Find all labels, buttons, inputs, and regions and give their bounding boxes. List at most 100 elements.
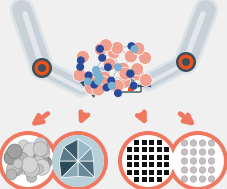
Circle shape [76, 57, 84, 64]
Circle shape [98, 54, 106, 62]
Circle shape [198, 167, 205, 173]
Bar [149, 162, 154, 167]
Circle shape [40, 148, 50, 158]
Circle shape [190, 167, 196, 173]
Circle shape [29, 155, 39, 165]
Circle shape [126, 70, 133, 77]
Circle shape [167, 131, 227, 189]
Circle shape [126, 70, 134, 78]
Circle shape [107, 77, 115, 85]
Circle shape [36, 141, 49, 154]
Circle shape [33, 142, 47, 156]
Circle shape [121, 135, 173, 187]
Bar [141, 155, 146, 160]
Circle shape [34, 60, 49, 75]
Circle shape [127, 42, 135, 50]
Bar [126, 162, 131, 167]
Circle shape [130, 63, 143, 76]
Circle shape [34, 138, 47, 151]
Circle shape [4, 148, 20, 164]
Polygon shape [78, 139, 91, 161]
Circle shape [180, 149, 187, 155]
Circle shape [107, 82, 115, 90]
Bar [163, 170, 168, 175]
Circle shape [116, 62, 129, 75]
Circle shape [34, 164, 43, 174]
Circle shape [7, 162, 20, 175]
Circle shape [171, 135, 223, 187]
Circle shape [20, 163, 32, 175]
Circle shape [93, 70, 101, 78]
Circle shape [180, 176, 187, 182]
Circle shape [17, 154, 29, 166]
Bar [156, 140, 161, 145]
Circle shape [10, 163, 22, 176]
Circle shape [2, 135, 54, 187]
Circle shape [180, 140, 187, 146]
Circle shape [175, 52, 195, 72]
Bar [126, 170, 131, 175]
Bar [156, 162, 161, 167]
Circle shape [73, 69, 86, 82]
Circle shape [13, 152, 29, 167]
Bar [141, 162, 146, 167]
Circle shape [9, 151, 26, 168]
Circle shape [190, 149, 196, 155]
Circle shape [103, 58, 116, 71]
Circle shape [19, 148, 33, 163]
Bar [149, 177, 154, 182]
Circle shape [90, 81, 98, 89]
Bar [134, 140, 139, 145]
Circle shape [114, 63, 121, 71]
Circle shape [6, 169, 17, 180]
Circle shape [23, 161, 39, 177]
Polygon shape [78, 161, 94, 177]
Bar [134, 147, 139, 152]
Circle shape [180, 167, 187, 173]
Bar [134, 162, 139, 167]
Circle shape [36, 144, 49, 156]
Circle shape [111, 79, 123, 92]
Bar [156, 155, 161, 160]
Circle shape [12, 154, 27, 168]
Bar [134, 177, 139, 182]
Circle shape [102, 84, 110, 91]
Circle shape [7, 144, 22, 159]
Circle shape [4, 152, 17, 164]
Circle shape [84, 81, 97, 94]
Circle shape [131, 68, 144, 81]
Polygon shape [137, 84, 139, 88]
Circle shape [76, 63, 84, 71]
Bar [163, 147, 168, 152]
Circle shape [31, 147, 44, 161]
Circle shape [27, 156, 39, 168]
Circle shape [190, 140, 196, 146]
Circle shape [94, 43, 107, 56]
Bar [141, 140, 146, 145]
Bar [134, 170, 139, 175]
Bar [134, 155, 139, 160]
FancyBboxPatch shape [121, 80, 140, 92]
Bar [141, 177, 146, 182]
Circle shape [96, 45, 104, 53]
Circle shape [84, 76, 97, 89]
Circle shape [207, 149, 214, 155]
Circle shape [207, 158, 214, 164]
Circle shape [180, 158, 187, 164]
Circle shape [32, 58, 52, 78]
Circle shape [118, 131, 177, 189]
Circle shape [95, 74, 103, 82]
Circle shape [9, 150, 20, 161]
Circle shape [21, 157, 37, 173]
Circle shape [39, 156, 52, 169]
Circle shape [207, 176, 214, 182]
Circle shape [7, 165, 19, 177]
Circle shape [190, 176, 196, 182]
Circle shape [178, 54, 193, 70]
Circle shape [117, 75, 130, 88]
Circle shape [114, 89, 121, 97]
Circle shape [138, 51, 151, 64]
Bar [126, 155, 131, 160]
Bar [127, 81, 133, 91]
Circle shape [76, 50, 89, 63]
